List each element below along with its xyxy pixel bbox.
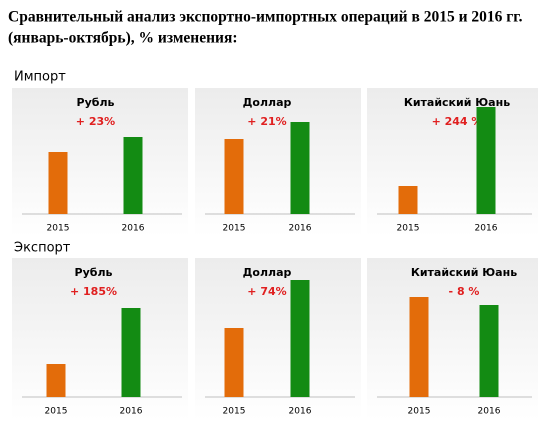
bar [224,139,244,214]
change-label: - 8 % [449,285,480,298]
panel [195,258,361,420]
title: Сравнительный анализ экспортно-импортных… [8,9,523,26]
panel-title: Китайский Юань [411,266,517,279]
section-label: Импорт [14,70,66,85]
bar [409,297,429,397]
bar [476,107,496,214]
bar [479,305,499,397]
change-label: + 74% [247,285,286,298]
bar [290,280,310,397]
x-tick-label: 2016 [289,407,312,417]
x-tick-label: 2015 [223,407,246,417]
x-tick-label: 2015 [47,224,70,234]
change-label: + 185% [70,285,117,298]
x-tick-label: 2016 [475,224,498,234]
panel-title: Китайский Юань [404,96,510,109]
bar [398,186,418,214]
bar [46,364,66,397]
panel [195,88,361,237]
bar [290,122,310,214]
x-tick-label: 2015 [408,407,431,417]
change-label: + 21% [247,115,286,128]
panel-title: Рубль [77,96,115,109]
bar [123,137,143,214]
x-tick-label: 2016 [289,224,312,234]
change-label: + 23% [76,115,115,128]
x-tick-label: 2015 [45,407,68,417]
panel [12,88,188,237]
panel-title: Рубль [75,266,113,279]
x-tick-label: 2016 [478,407,501,417]
panel-title: Доллар [243,266,292,279]
panel [12,258,188,420]
subtitle: (январь-октябрь), % изменения: [8,30,238,47]
bar [48,152,68,214]
panel [367,258,538,420]
panel-title: Доллар [243,96,292,109]
x-tick-label: 2015 [223,224,246,234]
x-tick-label: 2015 [397,224,420,234]
change-label: + 244 % [432,115,483,128]
bar [121,308,141,397]
x-tick-label: 2016 [122,224,145,234]
section-label: Экспорт [14,241,71,256]
bar [224,328,244,397]
panel [367,88,538,237]
x-tick-label: 2016 [120,407,143,417]
